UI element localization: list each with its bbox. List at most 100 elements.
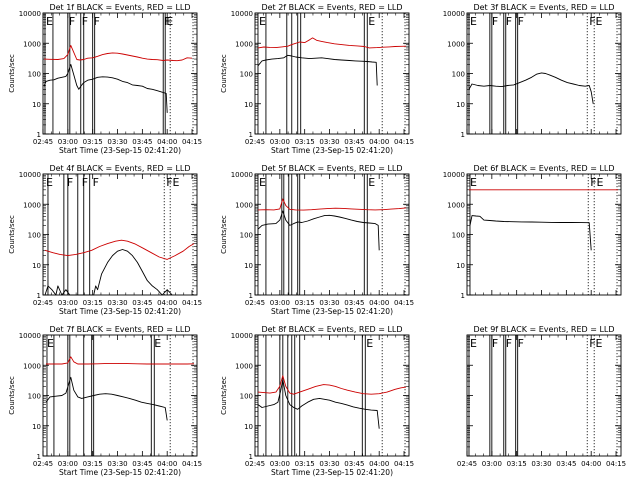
flag-label: E bbox=[46, 15, 53, 28]
panel-title: Det 4f BLACK = Events, RED = LLD bbox=[49, 164, 190, 173]
y-tick-label: 10000 bbox=[19, 332, 41, 340]
flag-label: E bbox=[470, 176, 477, 189]
series-line-1 bbox=[45, 376, 168, 421]
flag-label: E bbox=[46, 176, 53, 189]
series-line-2 bbox=[44, 239, 195, 260]
panel-title: Det 7f BLACK = Events, RED = LLD bbox=[49, 325, 190, 334]
flag-label: F bbox=[94, 15, 100, 28]
flag-label: F bbox=[492, 337, 498, 350]
y-tick-label: 100 bbox=[240, 393, 253, 401]
x-tick-label: 04:00 bbox=[157, 460, 177, 468]
y-tick-label: 1000 bbox=[235, 40, 253, 48]
y-tick-label: 10000 bbox=[231, 332, 253, 340]
flag-label: F bbox=[492, 15, 498, 28]
panel-title: Det 6f BLACK = Events, RED = LLD bbox=[473, 164, 614, 173]
y-axis-label: Counts/sec bbox=[220, 215, 228, 254]
x-axis-label: Start Time (23-Sep-15 02:41:20) bbox=[59, 468, 181, 477]
flag-label: FE bbox=[589, 15, 602, 28]
flag-label: F bbox=[506, 15, 512, 28]
x-tick-label: 03:15 bbox=[83, 460, 103, 468]
flag-label: E bbox=[470, 15, 477, 28]
flag-label: F bbox=[93, 176, 99, 189]
x-tick-label: 04:15 bbox=[182, 138, 202, 146]
x-tick-label: 03:45 bbox=[344, 299, 364, 307]
x-tick-label: 03:30 bbox=[531, 460, 551, 468]
y-tick-label: 10000 bbox=[443, 10, 465, 18]
x-tick-label: 03:30 bbox=[107, 460, 127, 468]
series-line-2 bbox=[257, 375, 407, 395]
panel-7: Det 7f BLACK = Events, RED = LLD Start Ti… bbox=[8, 325, 202, 477]
y-tick-label: 1 bbox=[37, 292, 41, 300]
x-axis-label: Start Time (23-Sep-15 02:41:20) bbox=[59, 307, 181, 316]
x-tick-label: 04:15 bbox=[394, 460, 414, 468]
panel-3: Det 3f BLACK = Events, RED = LLD 1 10 100 10… bbox=[443, 3, 622, 139]
plot-frame bbox=[42, 173, 198, 296]
y-tick-label: 10 bbox=[32, 101, 41, 109]
plot-frame bbox=[466, 334, 622, 457]
x-tick-label: 04:00 bbox=[581, 460, 601, 468]
flag-label: E bbox=[368, 15, 375, 28]
y-tick-label: 10000 bbox=[443, 171, 465, 179]
flag-label: F bbox=[518, 15, 524, 28]
x-tick-label: 03:30 bbox=[107, 138, 127, 146]
panel-9: Det 9f BLACK = Events, RED = LLD 02:45 03:… bbox=[457, 325, 626, 468]
series-line-1 bbox=[257, 54, 378, 86]
y-tick-label: 1000 bbox=[447, 201, 465, 209]
y-tick-label: 1 bbox=[461, 292, 465, 300]
x-axis-label: Start Time (23-Sep-15 02:41:20) bbox=[271, 468, 393, 477]
x-tick-label: 04:00 bbox=[369, 299, 389, 307]
y-tick-label: 100 bbox=[452, 232, 465, 240]
y-tick-label: 1000 bbox=[23, 201, 41, 209]
flag-label: E bbox=[366, 337, 373, 350]
y-tick-label: 100 bbox=[240, 232, 253, 240]
y-tick-label: 1 bbox=[37, 453, 41, 461]
x-tick-label: 03:45 bbox=[344, 460, 364, 468]
y-tick-label: 10 bbox=[244, 262, 253, 270]
x-tick-label: 03:00 bbox=[482, 460, 502, 468]
series-line-2 bbox=[257, 198, 407, 211]
series-line-1 bbox=[257, 210, 380, 251]
series-line-1 bbox=[257, 379, 380, 429]
y-tick-label: 1000 bbox=[235, 201, 253, 209]
y-axis-label: Counts/sec bbox=[8, 376, 16, 415]
y-tick-label: 10 bbox=[456, 262, 465, 270]
series-line-2 bbox=[46, 356, 195, 365]
x-tick-label: 03:30 bbox=[319, 460, 339, 468]
x-tick-label: 04:00 bbox=[157, 299, 177, 307]
x-tick-label: 03:30 bbox=[319, 138, 339, 146]
x-tick-label: 03:15 bbox=[83, 138, 103, 146]
panel-5: Det 5f BLACK = Events, RED = LLD Start Ti… bbox=[220, 164, 414, 316]
panel-title: Det 5f BLACK = Events, RED = LLD bbox=[261, 164, 402, 173]
x-tick-label: 03:30 bbox=[107, 299, 127, 307]
panel-title: Det 8f BLACK = Events, RED = LLD bbox=[261, 325, 402, 334]
y-tick-label: 100 bbox=[28, 232, 41, 240]
y-axis-label: Counts/sec bbox=[8, 215, 16, 254]
plot-frame bbox=[254, 334, 410, 457]
y-tick-label: 100 bbox=[28, 71, 41, 79]
x-tick-label: 03:15 bbox=[295, 460, 315, 468]
flag-label: F bbox=[82, 176, 88, 189]
panel-2: Det 2f BLACK = Events, RED = LLD Start Ti… bbox=[220, 3, 414, 155]
flag-label: F bbox=[69, 15, 75, 28]
y-tick-label: 100 bbox=[452, 71, 465, 79]
y-tick-label: 10 bbox=[32, 423, 41, 431]
x-tick-label: 03:45 bbox=[556, 460, 576, 468]
y-tick-label: 10 bbox=[456, 101, 465, 109]
x-tick-label: 02:45 bbox=[245, 138, 265, 146]
y-tick-label: 10 bbox=[244, 101, 253, 109]
flag-label: FE bbox=[166, 176, 179, 189]
y-tick-label: 1000 bbox=[235, 362, 253, 370]
panel-4: Det 4f BLACK = Events, RED = LLD Start Ti… bbox=[8, 164, 202, 316]
x-tick-label: 03:30 bbox=[319, 299, 339, 307]
y-tick-label: 1 bbox=[461, 131, 465, 139]
y-tick-label: 1 bbox=[249, 292, 253, 300]
series-line-2 bbox=[257, 37, 407, 49]
x-tick-label: 02:45 bbox=[33, 299, 53, 307]
x-tick-label: 03:00 bbox=[270, 138, 290, 146]
y-tick-label: 1000 bbox=[447, 40, 465, 48]
y-tick-label: 1 bbox=[37, 131, 41, 139]
x-tick-label: 04:15 bbox=[394, 299, 414, 307]
x-tick-label: 03:45 bbox=[132, 138, 152, 146]
flag-label: F bbox=[506, 337, 512, 350]
